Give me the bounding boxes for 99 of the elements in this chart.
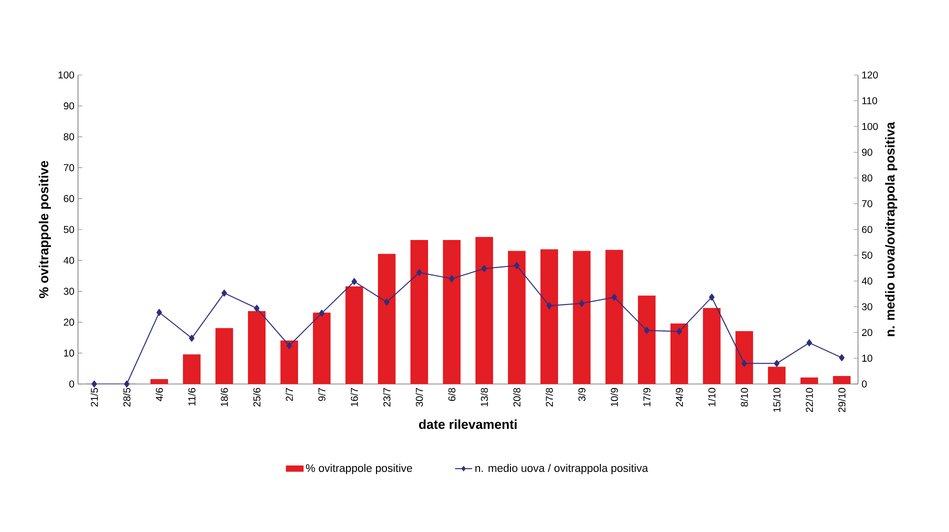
bar <box>670 323 688 384</box>
y-tick-label: 20 <box>64 318 74 326</box>
bar <box>735 331 754 384</box>
x-tick-label: 16/7 <box>350 388 358 406</box>
point <box>189 334 195 342</box>
legend-label: n. medio uova / ovitrappola positiva <box>475 464 648 474</box>
y-tick-label: 30 <box>64 288 74 295</box>
point <box>156 308 162 316</box>
y-tick-label: 40 <box>64 256 74 264</box>
x-tick-label: 18/6 <box>220 388 228 406</box>
y2-tick-label: 50 <box>862 252 872 259</box>
bar <box>702 308 721 384</box>
x-tick-label: 21/5 <box>90 388 98 406</box>
bar <box>442 240 461 384</box>
y2-tick-label: 100 <box>862 122 878 130</box>
bar <box>182 354 201 384</box>
y2-tick-label: 120 <box>862 71 878 79</box>
x-tick-label: 8/10 <box>740 388 748 407</box>
point <box>482 265 488 272</box>
bar <box>378 254 396 384</box>
point <box>514 262 520 270</box>
y2-tick-label: 20 <box>862 328 872 336</box>
x-tick-label: 6/8 <box>448 388 456 401</box>
bar <box>280 340 298 384</box>
bar <box>832 376 851 384</box>
point <box>124 380 130 388</box>
bar <box>508 250 526 384</box>
point <box>449 275 455 282</box>
point <box>546 302 552 310</box>
y2-tick-label: 60 <box>862 226 872 234</box>
x-tick-label: 13/8 <box>480 388 488 406</box>
y2-tick-label: 0 <box>862 380 867 388</box>
bar <box>215 328 234 384</box>
y-tick-label: 90 <box>64 102 74 110</box>
y-tick-label: 70 <box>64 164 74 172</box>
y2-tick-label: 40 <box>862 277 872 285</box>
x-tick-label: 17/9 <box>643 388 650 406</box>
bar <box>150 379 168 384</box>
y2-tick-label: 70 <box>862 200 872 208</box>
point <box>352 278 358 286</box>
bar <box>572 250 591 384</box>
x-tick-label: 10/9 <box>610 388 618 406</box>
point <box>742 360 748 367</box>
y-tick-label: 60 <box>64 195 74 202</box>
point <box>92 380 97 388</box>
y-tick-label: 10 <box>64 350 74 357</box>
x-tick-label: 22/10 <box>806 388 813 412</box>
point <box>612 294 618 301</box>
x-tick-label: 11/6 <box>188 388 196 406</box>
point <box>644 326 650 334</box>
bar <box>540 249 558 384</box>
y-tick-label: 50 <box>64 226 74 234</box>
bar <box>345 286 364 384</box>
y-axis-title: % ovitrappole positive <box>38 160 51 298</box>
y2-tick-label: 90 <box>862 148 872 156</box>
point <box>579 300 585 307</box>
legend-label: % ovitrappole positive <box>306 464 412 474</box>
x-tick-label: 20/8 <box>513 388 520 406</box>
x-tick-label: 27/8 <box>546 388 553 406</box>
x-tick-label: 30/7 <box>416 388 423 407</box>
x-tick-label: 2/7 <box>286 388 293 401</box>
bar <box>248 311 266 384</box>
x-tick-label: 15/10 <box>773 388 780 412</box>
y-tick-label: 80 <box>64 133 74 140</box>
x-tick-label: 3/9 <box>578 388 586 402</box>
point <box>416 268 422 276</box>
point <box>222 290 228 297</box>
bar <box>475 236 494 384</box>
point <box>774 360 780 367</box>
point <box>676 328 682 335</box>
x-tick-label: 1/10 <box>708 388 716 406</box>
y2-tick-label: 80 <box>862 174 872 182</box>
bar <box>605 250 624 384</box>
y2-axis-title: n. medio uova/ovitrappola positiva <box>885 122 898 336</box>
point <box>384 298 390 306</box>
point <box>806 339 812 346</box>
x-tick-label: 24/9 <box>676 388 683 406</box>
x-axis-title: date rilevamenti <box>419 419 517 429</box>
bar <box>638 296 656 384</box>
point <box>286 342 292 350</box>
point <box>319 310 325 317</box>
x-tick-label: 4/6 <box>156 388 163 402</box>
point <box>254 304 260 312</box>
y2-tick-label: 10 <box>862 354 872 362</box>
y2-tick-label: 110 <box>862 97 878 104</box>
y-tick-label: 0 <box>69 380 74 388</box>
x-tick-label: 23/7 <box>383 388 390 406</box>
x-tick-label: 28/5 <box>123 388 130 406</box>
bar <box>410 240 428 384</box>
x-tick-label: 9/7 <box>318 388 326 401</box>
x-tick-label: 29/10 <box>838 388 846 412</box>
bar <box>312 312 331 384</box>
bar <box>800 378 818 384</box>
point <box>839 354 845 362</box>
bar <box>768 366 786 384</box>
x-tick-label: 25/6 <box>253 388 260 406</box>
point <box>709 294 715 301</box>
y-tick-label: 100 <box>58 71 74 79</box>
y2-tick-label: 30 <box>862 303 872 310</box>
